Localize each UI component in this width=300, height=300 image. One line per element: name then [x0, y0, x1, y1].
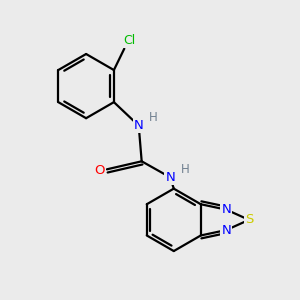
Text: O: O	[94, 164, 105, 177]
Text: Cl: Cl	[124, 34, 136, 47]
Text: N: N	[165, 171, 175, 184]
Text: S: S	[245, 213, 253, 226]
Text: N: N	[221, 203, 231, 216]
Text: H: H	[149, 111, 158, 124]
Text: N: N	[134, 119, 144, 132]
Text: N: N	[221, 224, 231, 236]
Text: H: H	[181, 163, 189, 176]
